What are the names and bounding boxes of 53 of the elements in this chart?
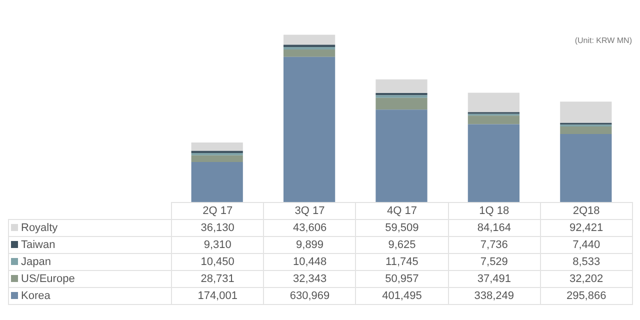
data-label: 50,957: [356, 270, 448, 288]
bar: [191, 162, 243, 202]
x-tick-label: 1Q 18: [448, 202, 540, 220]
bar: [191, 142, 243, 151]
data-label: 84,164: [448, 220, 540, 236]
data-label: 9,625: [356, 236, 448, 254]
bar: [376, 79, 428, 94]
data-label: 7,440: [540, 236, 632, 254]
data-label: 10,450: [172, 254, 264, 270]
bar: [376, 110, 428, 202]
bar: [191, 152, 243, 156]
data-label: 7,736: [448, 236, 540, 254]
legend-label: Taiwan: [21, 239, 56, 251]
bar: [560, 134, 612, 202]
data-label: 32,343: [264, 270, 356, 288]
bar: [560, 126, 612, 134]
data-label: 92,421: [540, 220, 632, 236]
data-label: 630,969: [264, 288, 356, 304]
data-label: 10,448: [264, 254, 356, 270]
data-label: 9,899: [264, 236, 356, 254]
data-label: 32,202: [540, 270, 632, 288]
annotation: (Unit: KRW MN): [574, 36, 632, 45]
data-label: 9,310: [172, 236, 264, 254]
data-label: 338,249: [448, 288, 540, 304]
x-tick-label: 3Q 17: [264, 202, 356, 220]
legend-label: US/Europe: [21, 273, 75, 285]
bar: [468, 124, 520, 202]
bar: [191, 155, 243, 162]
data-label: 28,731: [172, 270, 264, 288]
legend-label: Japan: [21, 256, 51, 268]
bar: [468, 92, 520, 112]
bar: [283, 56, 336, 202]
bar: [376, 95, 428, 98]
x-tick-label: 4Q 17: [356, 202, 448, 220]
data-label: 8,533: [540, 254, 632, 270]
bar: [283, 49, 336, 57]
legend-label: Royalty: [21, 222, 58, 234]
bar: [376, 98, 428, 110]
data-label: 174,001: [172, 288, 264, 304]
data-label: 7,529: [448, 254, 540, 270]
data-label: 11,745: [356, 254, 448, 270]
data-label: 37,491: [448, 270, 540, 288]
data-label: 401,495: [356, 288, 448, 304]
legend-label: Korea: [21, 290, 50, 302]
data-label: 43,606: [264, 220, 356, 236]
bar: [560, 102, 612, 123]
x-tick-label: 2Q 17: [172, 202, 264, 220]
bar: [468, 116, 520, 124]
data-label: 295,866: [540, 288, 632, 304]
data-label: 36,130: [172, 220, 264, 236]
bar: [283, 34, 336, 45]
x-tick-label: 2Q18: [540, 202, 632, 220]
data-label: 59,509: [356, 220, 448, 236]
